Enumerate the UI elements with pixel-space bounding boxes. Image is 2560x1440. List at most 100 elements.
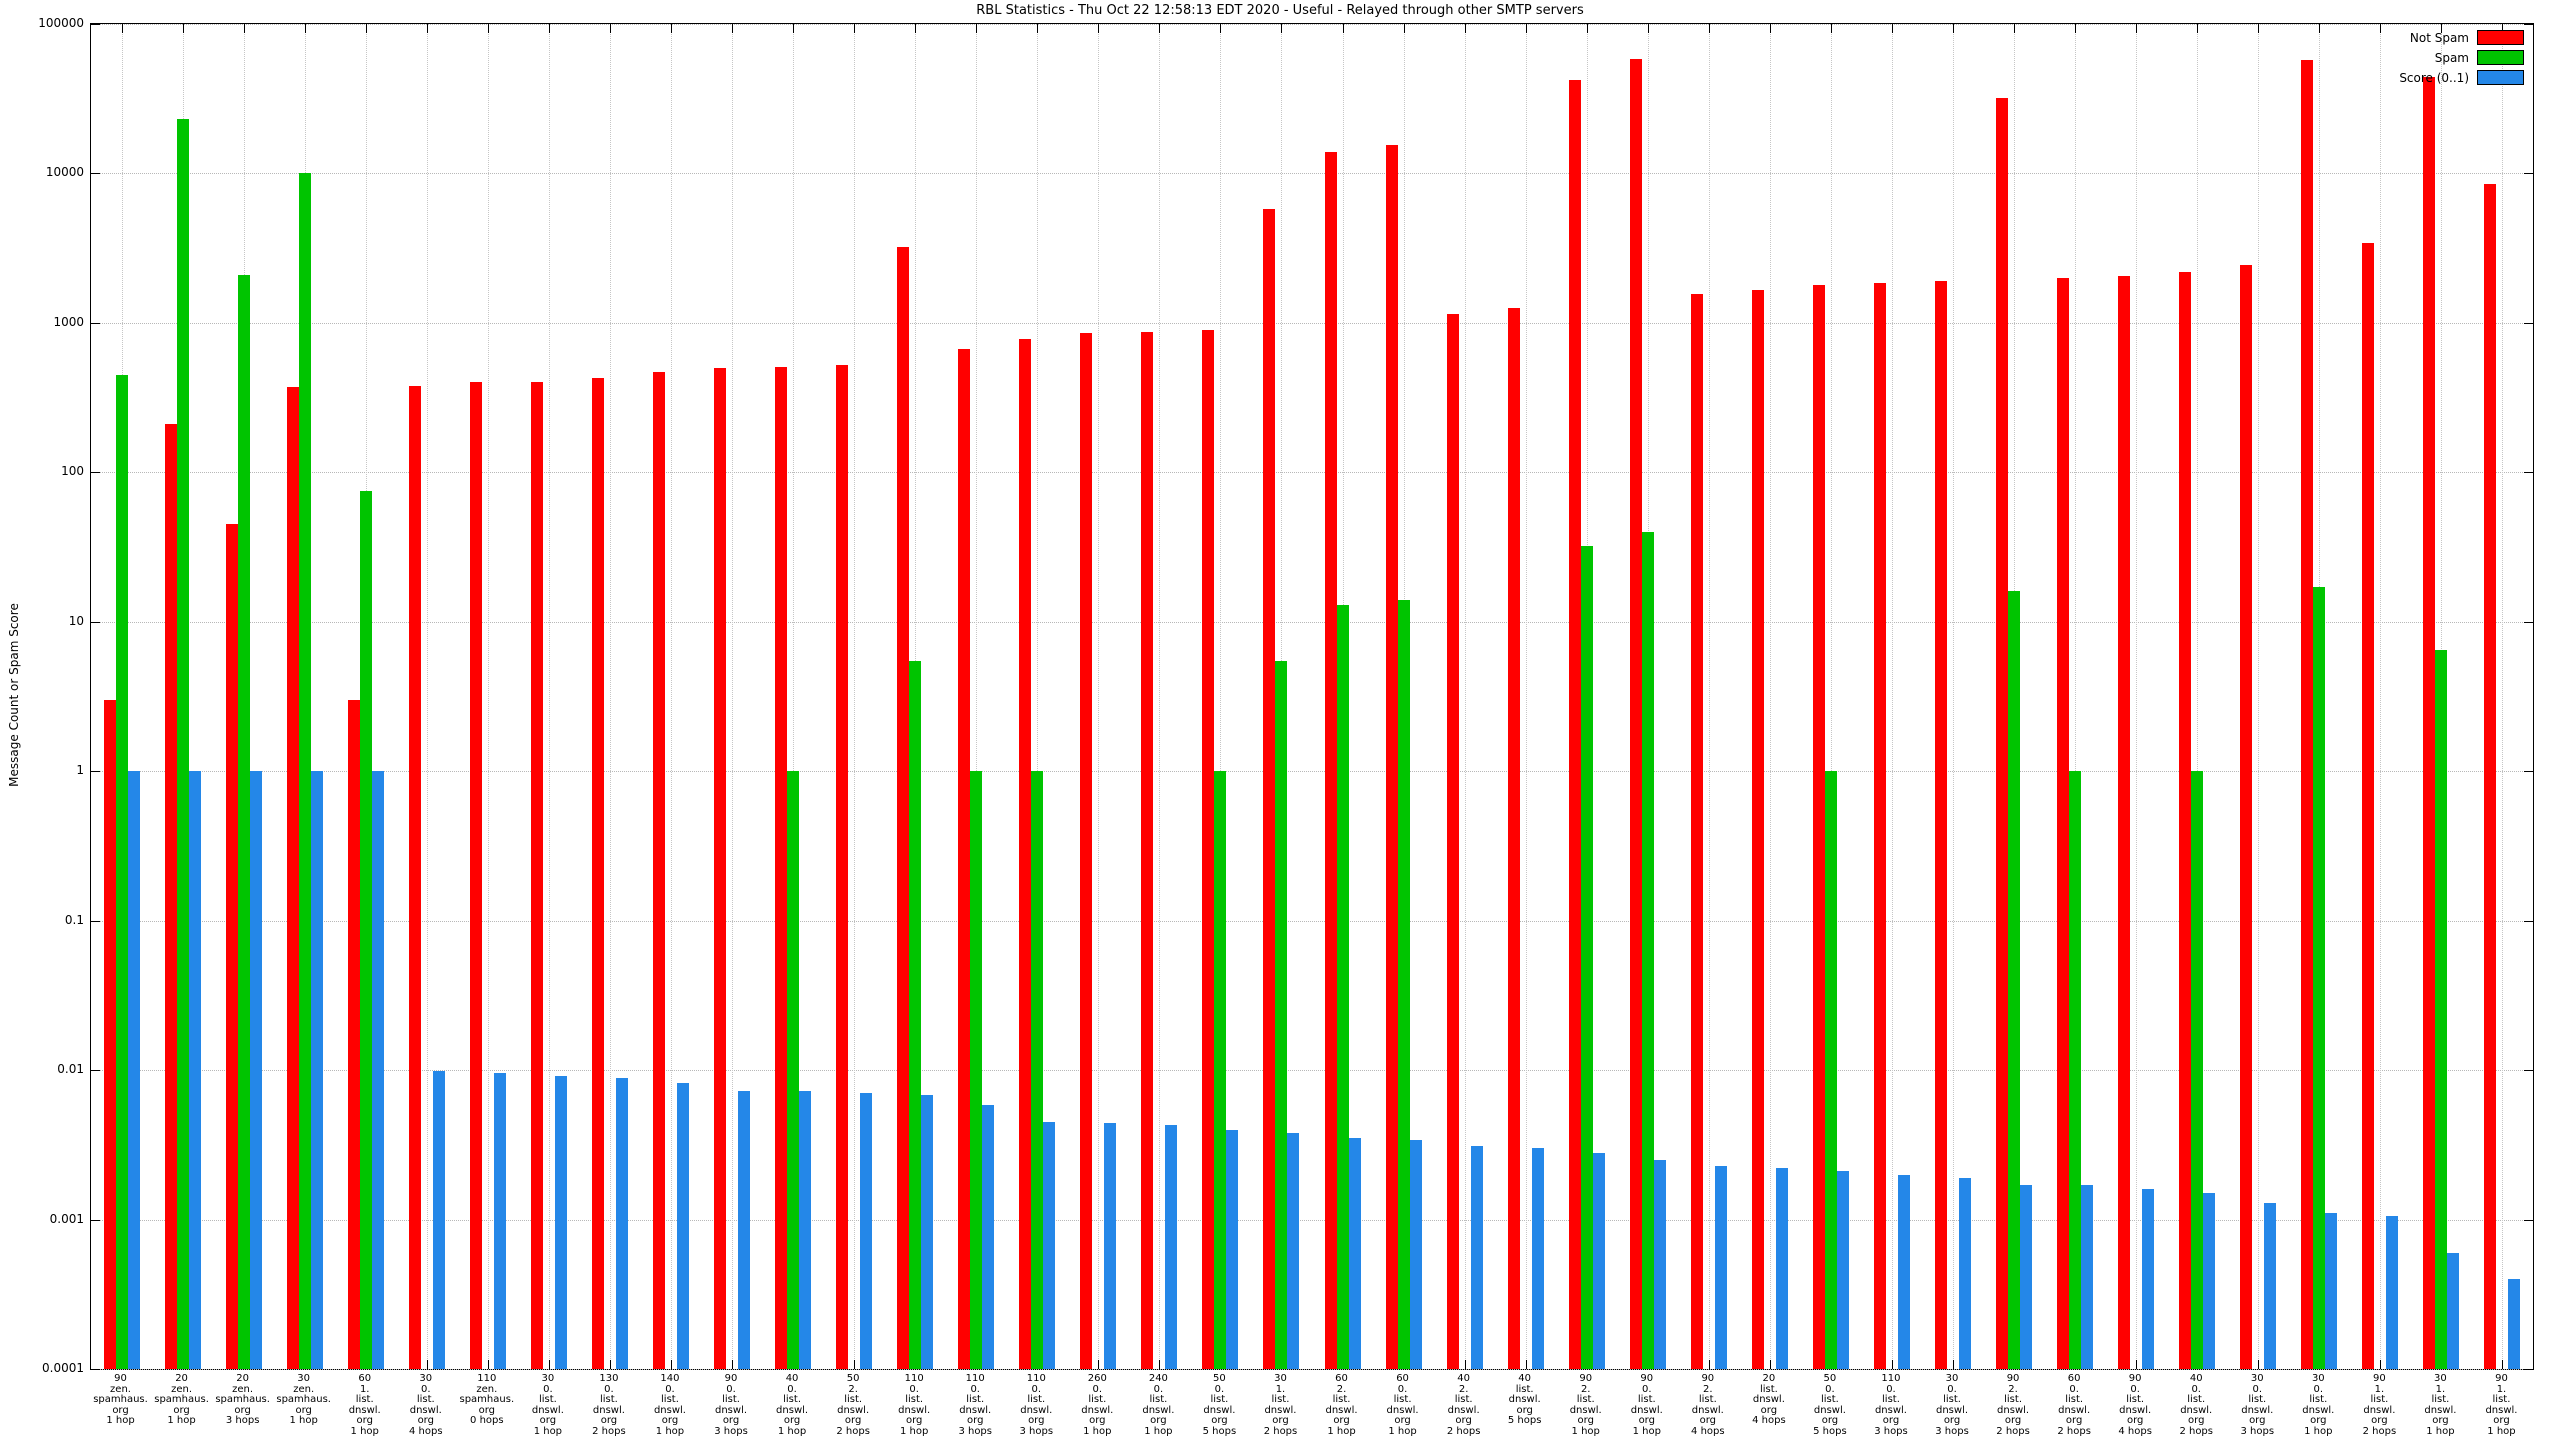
x-tick-label-line: org [783,1415,801,1426]
x-tick-label-line: 2. [1458,1383,1469,1395]
y-tick-mark [2524,920,2533,922]
bar-not-spam [958,348,971,1369]
x-tick-label-line: org [173,1404,190,1416]
x-tick-label-line: 40 [785,1373,799,1384]
x-tick-label-line: 0. [604,1383,614,1395]
x-gridline [2258,24,2260,1369]
x-tick-label-line: 30 [2311,1373,2325,1384]
x-tick-mark [1159,1360,1161,1369]
x-tick-mark [2197,24,2199,33]
x-tick-mark [854,24,856,33]
x-tick-mark [2136,1360,2138,1369]
x-tick-label-line: 2. [1580,1383,1591,1395]
x-tick-label-line: 20 [236,1373,249,1384]
bar-spam [2069,771,2082,1369]
bar-score [1897,1174,1910,1369]
x-tick-mark [1586,24,1588,33]
x-tick-label-line: 240 [1148,1373,1168,1384]
bar-score [2081,1185,2094,1369]
x-tick-label-line: list. [844,1394,863,1405]
x-tick-mark [1525,1360,1527,1369]
x-tick-mark [548,1360,550,1369]
x-tick-label-line: 90 [2006,1373,2020,1384]
x-tick-label-line: 3 hops [714,1425,748,1437]
x-tick-mark [121,24,123,33]
x-tick-mark [1281,24,1283,33]
x-tick-label-line: 40 [2189,1373,2203,1384]
bar-not-spam [591,377,604,1369]
x-gridline [1220,24,1222,1369]
x-tick-label-line: list. [355,1394,374,1405]
x-tick-label: 40 0. list. dnswl. org 2 hops [2166,1373,2226,1437]
x-tick-label-line: 1. [2496,1383,2507,1395]
x-tick-label-line: 1 hop [1327,1425,1356,1437]
y-gridline [91,472,2533,474]
bar-spam [1824,771,1837,1369]
x-tick-label-line: list. [1332,1394,1351,1405]
bar-spam [970,771,983,1369]
y-tick-mark [2524,1070,2533,1072]
x-tick-label-line: dnswl. [1203,1404,1236,1416]
bar-score [1653,1160,1666,1369]
bar-spam [1275,660,1288,1369]
x-tick-label-line: list. [1882,1394,1900,1405]
x-tick-mark [548,24,550,33]
x-gridline [2075,24,2077,1369]
bar-spam [1031,771,1044,1369]
x-tick-label-line: 1 hop [1388,1425,1417,1437]
x-gridline [1830,24,1832,1369]
x-tick-mark [2136,24,2138,33]
bar-not-spam [347,699,360,1369]
bar-score [554,1075,567,1369]
x-tick-label: 60 0. list. dnswl. org 1 hop [1373,1373,1433,1437]
x-tick-label-line: spamhaus. [276,1394,331,1405]
bar-not-spam [1080,333,1093,1369]
bar-not-spam [1446,313,1459,1369]
bar-spam [1336,604,1349,1369]
bar-not-spam [408,385,421,1369]
x-tick-label-line: list. [2492,1394,2511,1405]
x-tick-label-line: 1 hop [289,1415,318,1426]
x-tick-label-line: dnswl. [715,1404,748,1416]
x-gridline [732,24,734,1369]
y-tick-label: 100000 [38,16,84,30]
x-tick-label-line: list. [538,1394,557,1405]
bar-spam [298,173,311,1369]
plot-area [90,23,2534,1370]
x-tick-label-line: zen. [293,1383,315,1395]
x-tick-label-line: 0. [2130,1383,2140,1395]
x-tick-mark [1037,24,1039,33]
x-tick-label-line: org [1150,1415,1167,1426]
x-tick-label-line: dnswl. [1569,1404,1602,1416]
bar-score [860,1093,873,1369]
y-tick-mark [2524,472,2533,474]
x-tick-mark [2258,24,2260,33]
x-tick-mark [1953,24,1955,33]
bar-score [1959,1177,1972,1369]
x-tick-label-line: dnswl. [1936,1404,1969,1416]
x-tick-label-line: 1 hop [655,1425,685,1437]
x-tick-label-line: list. [1698,1394,1717,1405]
x-tick-mark [976,24,978,33]
x-tick-label-line: dnswl. [531,1404,564,1416]
x-gridline [1037,24,1039,1369]
x-tick-label-line: 140 [660,1373,680,1384]
x-tick-label-line: 30 [297,1373,311,1384]
x-tick-label: 30 0. list. dnswl. org 3 hops [2227,1373,2287,1437]
x-tick-label-line: 130 [599,1373,619,1384]
y-tick-mark [2524,24,2533,25]
x-tick-label-line: dnswl. [1691,1404,1724,1416]
x-tick-label-line: 1 hop [167,1415,196,1426]
bar-spam [359,491,372,1369]
x-tick-mark [1708,24,1710,33]
bar-spam [2008,591,2021,1369]
x-tick-label-line: 90 [1640,1373,1654,1384]
x-tick-label-line: org [417,1415,434,1426]
x-tick-label-line: 0. [2252,1383,2263,1395]
x-tick-label-line: 2. [1703,1383,1713,1395]
x-gridline [1159,24,1161,1369]
bar-spam [2313,587,2326,1369]
x-tick-label-line: list. [783,1394,801,1405]
x-tick-mark [732,1360,734,1369]
x-tick-label: 50 0. list. dnswl. org 5 hops [1800,1373,1860,1437]
